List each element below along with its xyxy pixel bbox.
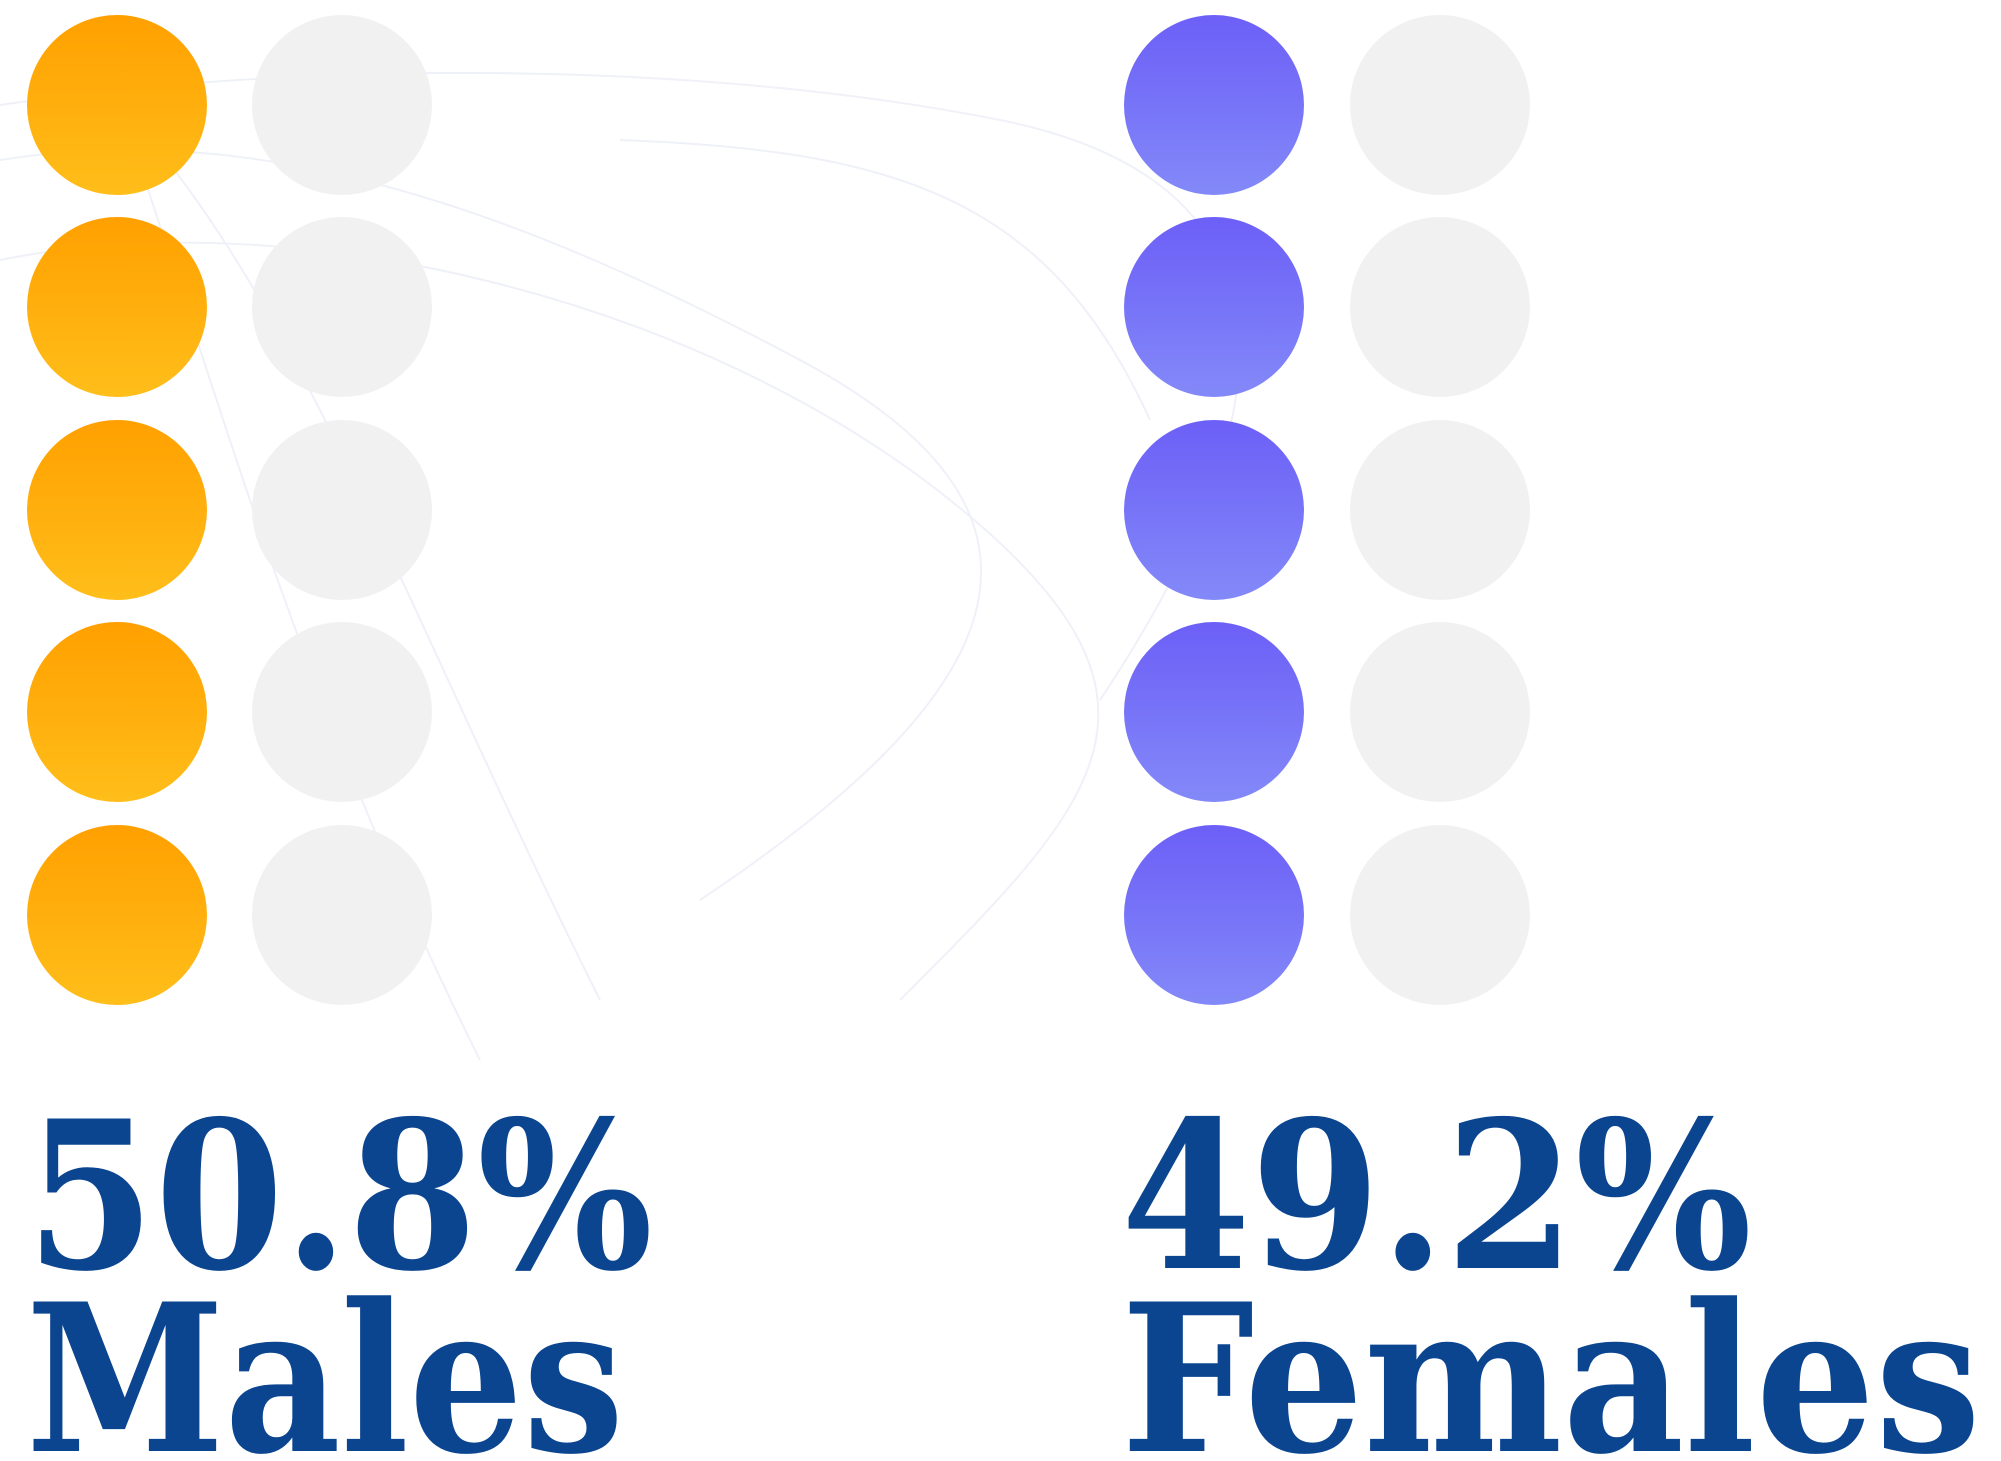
dot xyxy=(1124,217,1304,397)
empty-dots xyxy=(1350,15,1530,1005)
dot xyxy=(27,15,207,195)
dot xyxy=(1350,622,1530,802)
dot xyxy=(1124,622,1304,802)
filled-dots xyxy=(1124,15,1304,1005)
dot xyxy=(27,217,207,397)
dot xyxy=(1350,825,1530,1005)
dot xyxy=(1350,217,1530,397)
dot xyxy=(1124,15,1304,195)
dot xyxy=(252,217,432,397)
filled-dots xyxy=(27,15,207,1005)
dot xyxy=(252,15,432,195)
dot xyxy=(1350,420,1530,600)
dot xyxy=(252,420,432,600)
dot xyxy=(252,825,432,1005)
dot xyxy=(1124,825,1304,1005)
value-label: 49.2% xyxy=(1121,1077,1752,1317)
dot xyxy=(1124,420,1304,600)
category-label: Females xyxy=(1121,1260,1981,1461)
dot xyxy=(252,622,432,802)
dot xyxy=(1350,15,1530,195)
value-label: 50.8% xyxy=(26,1077,653,1317)
empty-dots xyxy=(252,15,432,1005)
dot xyxy=(27,420,207,600)
category-label: Males xyxy=(26,1260,624,1461)
dot xyxy=(27,622,207,802)
dot xyxy=(27,825,207,1005)
